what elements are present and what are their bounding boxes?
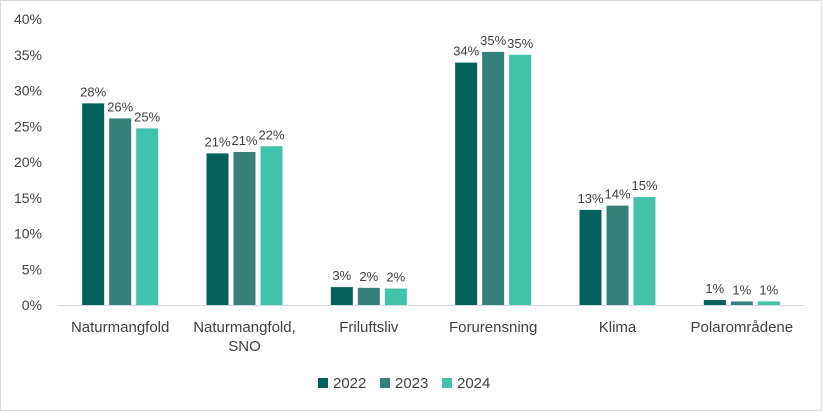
data-label: 35% bbox=[480, 33, 506, 48]
x-tick-label: Forurensning bbox=[449, 319, 537, 336]
bar-2022 bbox=[330, 287, 353, 305]
bar-2023 bbox=[606, 205, 629, 305]
data-label: 21% bbox=[231, 133, 257, 148]
bar-2023 bbox=[730, 301, 753, 305]
data-label: 34% bbox=[453, 44, 479, 59]
y-tick-label: 20% bbox=[14, 154, 42, 170]
bar-2024 bbox=[633, 197, 656, 305]
data-label: 22% bbox=[258, 127, 284, 142]
data-label: 21% bbox=[204, 134, 230, 149]
bar-2022 bbox=[455, 62, 478, 305]
data-label: 25% bbox=[134, 109, 160, 124]
bar-2024 bbox=[136, 128, 159, 305]
legend-label: 2022 bbox=[333, 375, 366, 392]
bar-2022 bbox=[206, 153, 229, 305]
data-label: 3% bbox=[332, 268, 351, 283]
bar-2024 bbox=[509, 54, 532, 305]
data-label: 35% bbox=[507, 36, 533, 51]
y-tick-label: 35% bbox=[14, 47, 42, 63]
legend-swatch bbox=[318, 378, 328, 388]
y-tick-label: 25% bbox=[14, 118, 42, 134]
bar-2024 bbox=[384, 288, 407, 305]
x-tick-label: Polarområdene bbox=[691, 319, 794, 336]
data-label: 2% bbox=[359, 269, 378, 284]
bar-2024 bbox=[757, 301, 780, 305]
bars bbox=[82, 51, 780, 306]
x-tick-label-line: Forurensning bbox=[449, 319, 537, 336]
y-tick-label: 30% bbox=[14, 83, 42, 99]
y-tick-label: 5% bbox=[22, 261, 42, 277]
legend-label: 2024 bbox=[457, 375, 490, 392]
x-tick-label-line: Friluftsliv bbox=[339, 319, 399, 336]
x-tick-label: Naturmangfold bbox=[71, 319, 169, 336]
data-label: 26% bbox=[107, 99, 133, 114]
bar-2023 bbox=[482, 51, 505, 305]
y-tick-label: 15% bbox=[14, 190, 42, 206]
data-label: 15% bbox=[631, 178, 657, 193]
bar-2023 bbox=[109, 118, 132, 305]
data-label: 1% bbox=[705, 281, 724, 296]
data-label: 1% bbox=[759, 282, 778, 297]
x-tick-label-line: Naturmangfold bbox=[71, 319, 169, 336]
bar-2023 bbox=[357, 287, 380, 305]
bar-2024 bbox=[260, 146, 283, 305]
y-tick-label: 10% bbox=[14, 226, 42, 242]
x-tick-label: Friluftsliv bbox=[339, 319, 399, 336]
y-tick-label: 40% bbox=[14, 11, 42, 27]
bar-2023 bbox=[233, 151, 256, 305]
y-tick-label: 0% bbox=[22, 297, 42, 313]
data-label: 1% bbox=[732, 282, 751, 297]
x-tick-label-line: Naturmangfold, bbox=[193, 319, 296, 336]
bar-2022 bbox=[82, 103, 105, 306]
legend: 2022 2023 2024 bbox=[318, 375, 490, 392]
x-tick-label: Naturmangfold, SNO bbox=[193, 319, 296, 355]
x-tick-label: Klima bbox=[599, 319, 637, 336]
legend-swatch bbox=[380, 378, 390, 388]
legend-swatch bbox=[442, 378, 452, 388]
bar-2022 bbox=[703, 299, 726, 305]
x-tick-label-line: Klima bbox=[599, 319, 637, 336]
data-label: 14% bbox=[604, 187, 630, 202]
data-label: 13% bbox=[577, 191, 603, 206]
y-axis: 0% 5% 10% 15% 20% 25% 30% 35% 40% bbox=[14, 11, 42, 313]
x-tick-label-line: Polarområdene bbox=[691, 319, 794, 336]
x-axis: Naturmangfold Naturmangfold, SNO Friluftsli… bbox=[58, 305, 804, 355]
data-label: 2% bbox=[386, 270, 405, 285]
legend-label: 2023 bbox=[395, 375, 428, 392]
data-label: 28% bbox=[80, 84, 106, 99]
data-labels: 28%26%25%21% 21% 22%3% 2% 2%34%35% 35%13% 14%1… bbox=[80, 33, 779, 298]
x-tick-label-line: SNO bbox=[228, 338, 261, 355]
bar-2022 bbox=[579, 209, 602, 305]
